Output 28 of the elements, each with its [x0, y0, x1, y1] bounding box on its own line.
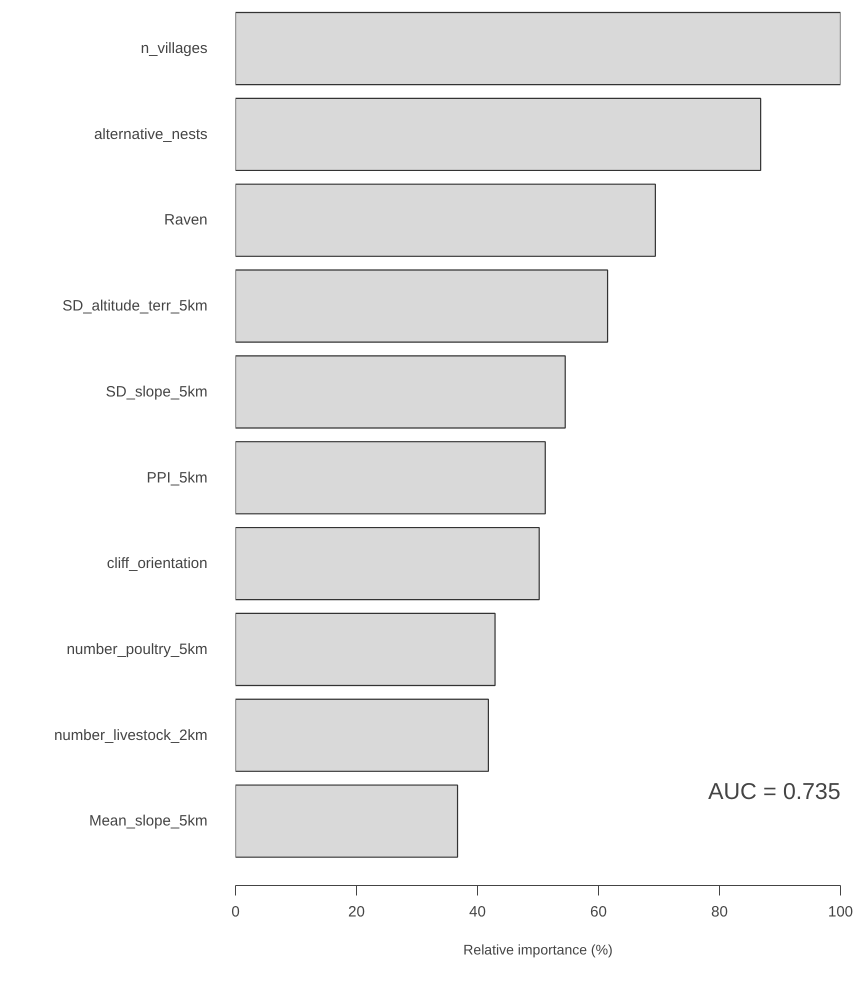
x-tick-label: 20 [348, 904, 365, 920]
y-tick-label: cliff_orientation [106, 555, 208, 572]
bar [236, 612, 496, 686]
y-tick-label: number_poultry_5km [66, 640, 208, 658]
bar [236, 526, 540, 600]
bar [236, 698, 489, 772]
x-tick-label: 0 [231, 904, 240, 920]
y-tick-label: SD_slope_5km [106, 383, 208, 400]
annotation: AUC = 0.735 [708, 778, 841, 804]
y-tick-label: SD_altitude_terr_5km [62, 298, 208, 315]
bar [236, 12, 840, 86]
bar [236, 98, 762, 172]
y-tick-label: Raven [164, 212, 208, 229]
y-tick-label: Mean_slope_5km [89, 812, 208, 830]
y-tick-label: alternative_nests [94, 126, 208, 143]
bar [236, 784, 458, 858]
x-tick-label: 80 [711, 904, 728, 920]
x-tick-label: 100 [828, 904, 854, 920]
bar [236, 269, 608, 343]
x-tick-label: 40 [469, 904, 486, 920]
bar [236, 441, 546, 514]
bar [236, 184, 656, 257]
x-axis-title: Relative importance (%) [463, 942, 613, 958]
x-tick-label: 60 [590, 904, 607, 920]
bar [236, 355, 566, 429]
y-tick-label: n_villages [140, 40, 208, 58]
y-tick-label: PPI_5km [146, 469, 208, 486]
y-tick-label: number_livestock_2km [54, 726, 208, 744]
